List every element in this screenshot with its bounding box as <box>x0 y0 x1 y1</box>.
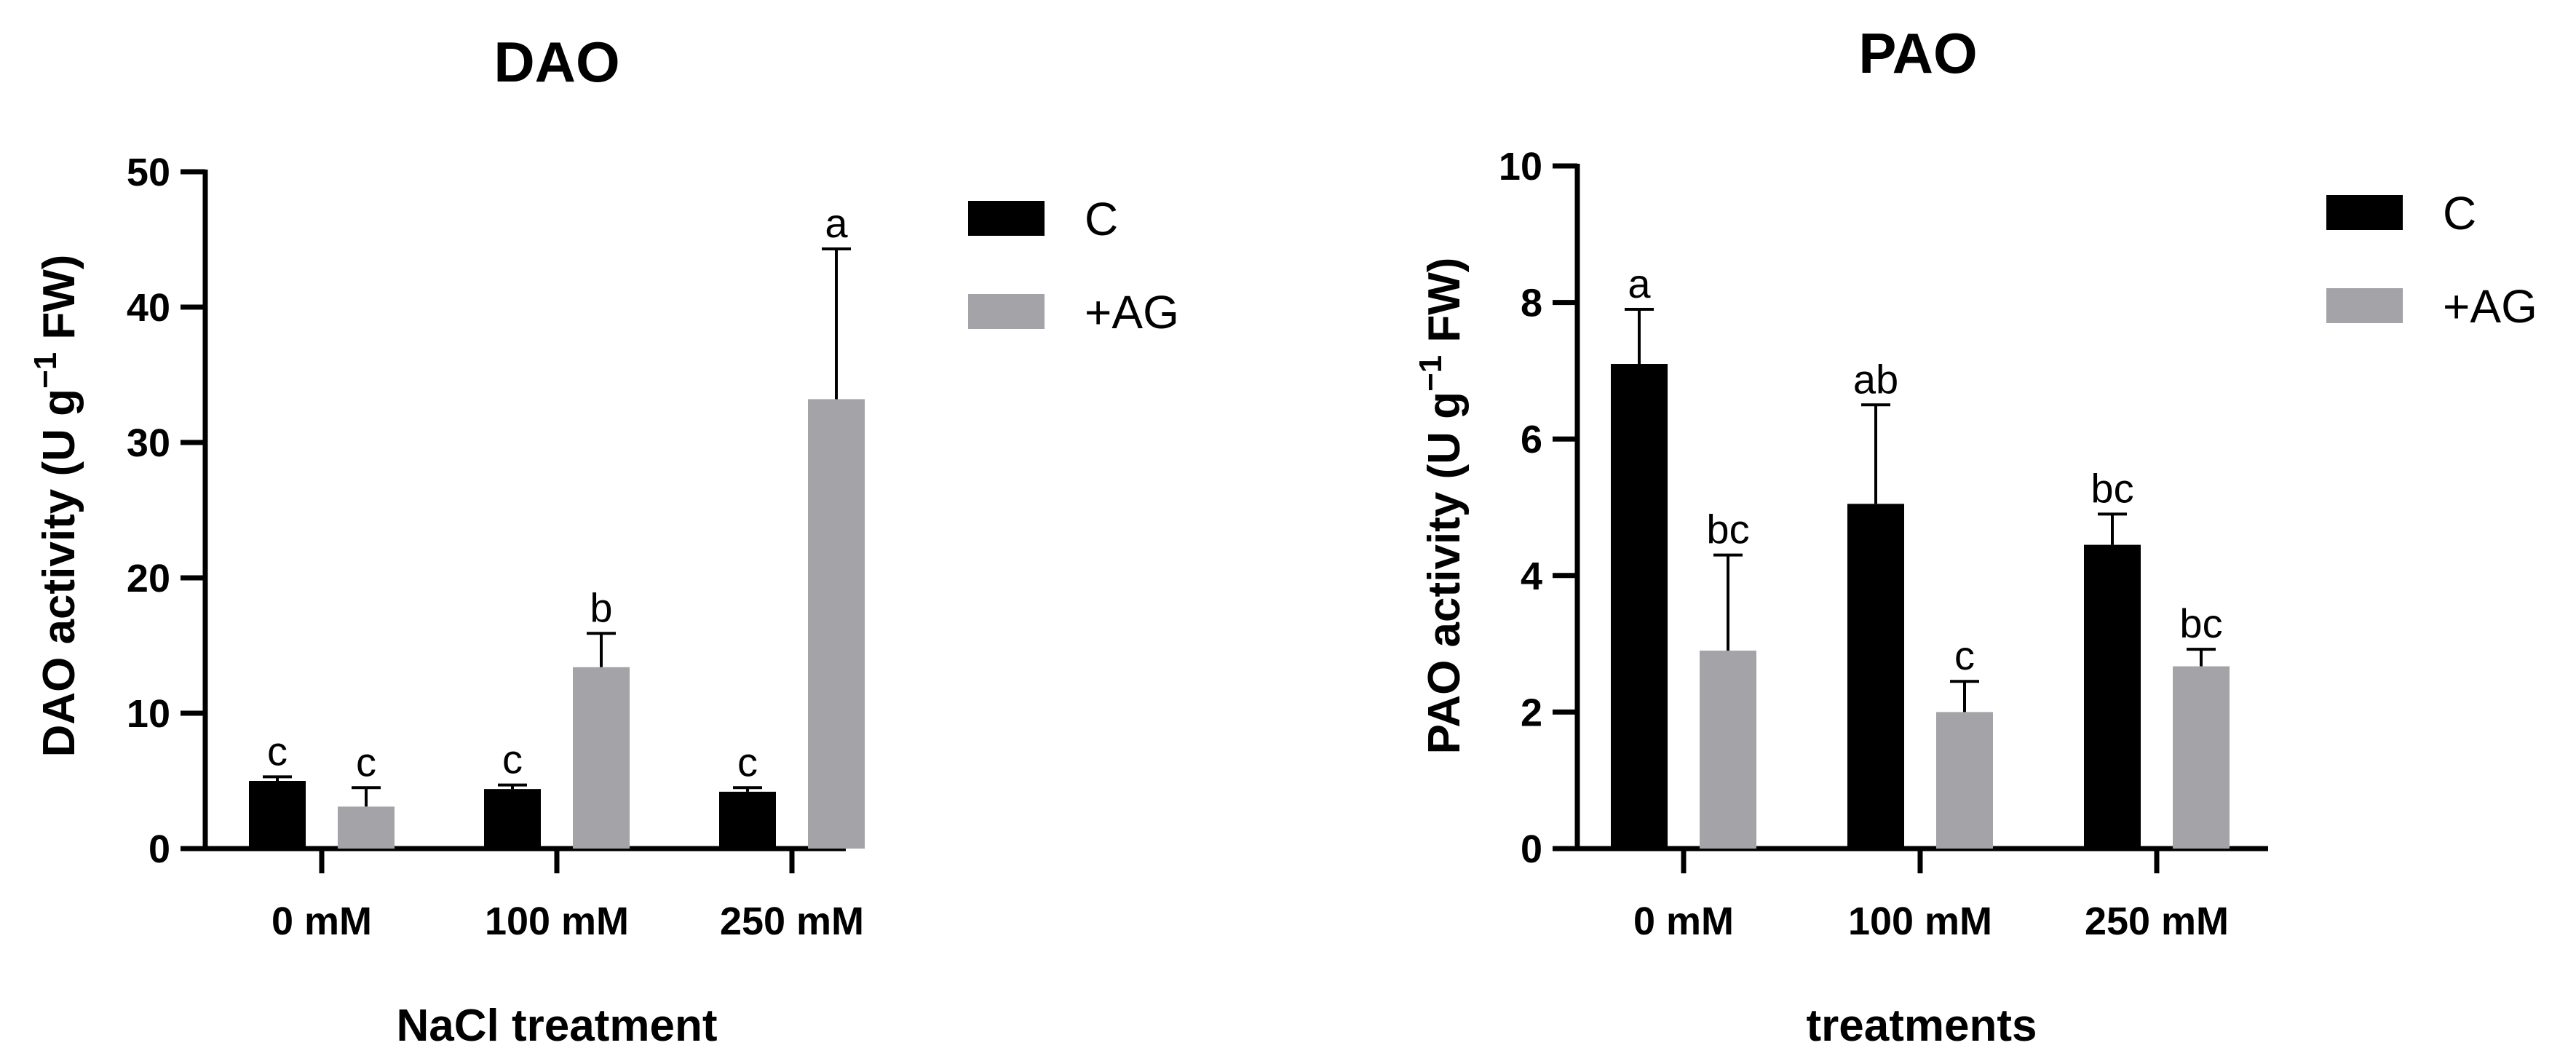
pao-legend-label-c: C <box>2443 187 2476 239</box>
pao-x-tick-label: 250 mM <box>2085 900 2229 943</box>
pao-significance-letter: c <box>1954 632 1975 678</box>
dao-chart-title: DAO <box>494 30 619 94</box>
pao-bar-ag <box>2173 666 2230 849</box>
pao-y-axis-label: PAO activity (U g−1 FW) <box>1413 258 1470 755</box>
dao-y-tick-label: 20 <box>127 557 170 600</box>
pao-x-tick-label: 0 mM <box>1633 900 1734 943</box>
pao-x-tick-label: 100 mM <box>1848 900 1992 943</box>
dao-legend-swatch-ag <box>968 294 1045 329</box>
pao-y-tick-label: 10 <box>1499 145 1542 188</box>
pao-bar-ag <box>1936 712 1993 849</box>
pao-x-axis-label: treatments <box>1807 1001 2037 1051</box>
dao-y-tick-label: 30 <box>127 421 170 465</box>
dao-y-tick-label: 50 <box>127 151 170 194</box>
pao-significance-letter: a <box>1628 261 1651 306</box>
pao-y-axis-label-superscript: −1 <box>1413 355 1448 392</box>
dao-significance-letter: b <box>590 584 612 630</box>
pao-y-tick-label: 6 <box>1521 418 1542 461</box>
pao-legend-swatch-ag <box>2326 288 2403 323</box>
pao-y-tick-label: 2 <box>1521 691 1542 734</box>
dao-y-tick-label: 0 <box>148 827 170 871</box>
dao-legend-label-c: C <box>1085 193 1118 245</box>
dao-bar-ag <box>808 399 865 849</box>
dao-x-tick-label: 0 mM <box>272 900 372 943</box>
pao-bar-c <box>1611 364 1668 849</box>
pao-y-axis-label-suffix: FW) <box>1419 258 1470 355</box>
pao-chart: PAO PAO activity (U g−1 FW) treatments 0… <box>1413 21 2537 1051</box>
dao-y-axis-label-prefix: DAO activity (U g <box>34 389 84 757</box>
dao-bar-ag <box>338 806 395 849</box>
dao-y-tick-label: 40 <box>127 286 170 330</box>
dao-y-tick-label: 10 <box>127 692 170 736</box>
pao-significance-letter: bc <box>1706 507 1749 552</box>
pao-y-axis-label-prefix: PAO activity (U g <box>1419 392 1470 754</box>
dao-x-tick-label: 100 mM <box>485 900 629 943</box>
dao-x-axis-label: NaCl treatment <box>397 1001 718 1051</box>
pao-bar-ag <box>1700 650 1756 849</box>
pao-bar-c <box>2084 544 2141 849</box>
pao-chart-title: PAO <box>1858 21 1977 85</box>
dao-chart: DAO DAO activity (U g−1 FW) NaCl treatme… <box>28 30 1179 1051</box>
dao-legend-swatch-c <box>968 201 1045 236</box>
pao-legend-label-ag: +AG <box>2443 280 2537 333</box>
dao-significance-letter: c <box>267 728 288 774</box>
dao-bar-c <box>249 781 306 849</box>
dao-significance-letter: c <box>502 737 523 782</box>
pao-y-tick-label: 0 <box>1521 827 1542 871</box>
dao-y-axis-label-suffix: FW) <box>34 255 84 352</box>
dao-x-tick-label: 250 mM <box>720 900 864 943</box>
dao-bar-c <box>484 789 541 849</box>
pao-y-tick-label: 8 <box>1521 282 1542 325</box>
dao-y-axis-label-superscript: −1 <box>28 352 63 389</box>
dao-bar-ag <box>573 667 630 849</box>
dao-significance-letter: c <box>737 739 758 785</box>
pao-y-tick-label: 4 <box>1521 555 1542 598</box>
dao-bar-c <box>719 791 776 849</box>
pao-significance-letter: bc <box>2090 465 2133 511</box>
dao-significance-letter: c <box>356 739 376 785</box>
pao-significance-letter: bc <box>2179 600 2222 646</box>
pao-bar-c <box>1847 504 1904 849</box>
pao-significance-letter: ab <box>1853 356 1898 402</box>
dao-legend-label-ag: +AG <box>1085 286 1179 338</box>
dao-significance-letter: a <box>825 200 848 246</box>
pao-legend-swatch-c <box>2326 195 2403 230</box>
dao-y-axis-label: DAO activity (U g−1 FW) <box>28 255 84 758</box>
